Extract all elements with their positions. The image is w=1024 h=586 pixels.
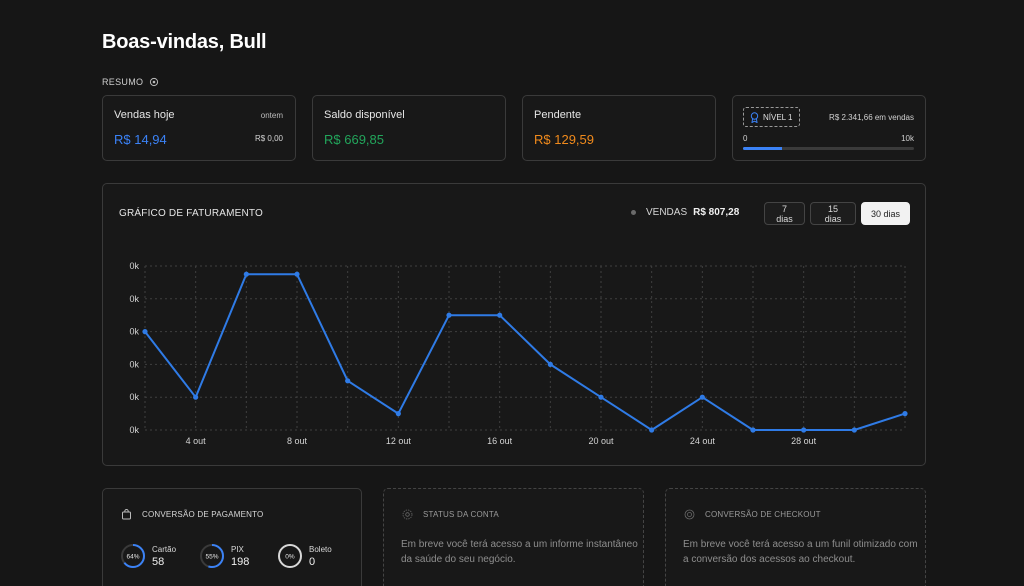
level-progress-fill [743,147,783,150]
pending-value: R$ 129,59 [534,132,594,147]
x-tick-label: 20 out [588,436,614,446]
checkout-conversion-card: CONVERSÃO DE CHECKOUT Em breve você terá… [665,488,926,586]
level-badge[interactable]: NÍVEL 1 [743,107,800,127]
summary-label: RESUMO [102,77,144,87]
balance-label: Saldo disponível [324,109,405,121]
sales-data-point [902,411,908,417]
boleto-conversion-ring: 0% [278,544,302,568]
checkout-conversion-text: Em breve você terá acesso a um funil oti… [683,539,918,565]
revenue-chart-card: 0k 0k 0k 0k 0k 0k 4 out 8 out 12 out 16 out 20 out… [102,183,926,466]
progress-max: 10k [901,134,914,143]
sales-data-point [649,427,655,433]
account-status-text: Em breve você terá acesso a um informe i… [401,539,638,565]
sales-data-point [142,329,148,335]
pix-conversion-label: PIX [231,544,244,554]
x-tick-label: 28 out [791,436,817,446]
sales-data-point [497,312,503,318]
shopping-bag-icon [121,509,132,520]
sales-data-point [193,394,199,400]
x-tick-label: 24 out [690,436,716,446]
card-conversion-ring: 64% [121,544,145,568]
balance-card: Saldo disponível R$ 669,85 [312,95,506,161]
sales-data-point [345,378,351,384]
y-tick-label: 0k [129,327,139,337]
card-conversion-value: 58 [152,555,165,568]
chart-title: GRÁFICO DE FATURAMENTO [119,208,264,219]
level-card: NÍVEL 1 R$ 2.341,66 em vendas 0 10k [732,95,926,161]
pending-label: Pendente [534,109,582,121]
sales-today-label: Vendas hoje [114,109,175,121]
checkout-conversion-header: CONVERSÃO DE CHECKOUT [684,509,821,520]
card-conversion-label: Cartão [152,544,177,554]
sales-data-point [294,271,300,277]
y-tick-label: 0k [129,425,139,435]
metric-card-payment: 64% Cartão 58 [120,543,176,569]
sales-data-point [851,427,857,433]
y-tick-label: 0k [129,392,139,402]
pending-card: Pendente R$ 129,59 [522,95,716,161]
sales-data-point [750,427,756,433]
level-label: NÍVEL 1 [763,112,793,122]
legend-label: VENDAS [646,207,688,218]
metric-boleto-payment: 0% Boleto 0 [277,543,332,569]
x-tick-label: 16 out [487,436,513,446]
sales-data-point [446,312,452,318]
level-progress-bar [743,147,914,150]
medal-icon [750,111,759,123]
pix-conversion-value: 198 [231,555,250,568]
sales-data-point [699,394,705,400]
y-tick-label: 0k [129,261,139,271]
x-tick-label: 4 out [186,436,207,446]
progress-min: 0 [743,134,748,143]
x-tick-label: 8 out [287,436,308,446]
level-sales-total: R$ 2.341,66 em vendas [829,113,914,122]
target-icon [684,509,695,520]
y-tick-label: 0k [129,359,139,369]
legend-amount: R$ 807,28 [693,207,740,218]
yesterday-value: R$ 0,00 [254,134,283,143]
sales-data-point [598,394,604,400]
summary-header: RESUMO [102,77,159,87]
eye-icon[interactable] [149,77,159,87]
sales-today-value: R$ 14,94 [114,132,167,147]
sales-series-line [144,273,906,431]
boleto-conversion-pct: 0% [285,554,295,561]
range-15-days-button[interactable]: 15 dias [810,202,856,225]
account-status-card: STATUS DA CONTA Em breve você terá acess… [383,488,644,586]
dashboard: Boas-vindas, Bull RESUMO Vendas hoje R$ … [102,0,926,586]
yesterday-label: ontem [260,111,283,120]
range-7-days-button[interactable]: 7 dias [764,202,805,225]
payment-conversion-card: CONVERSÃO DE PAGAMENTO 64% Cartão 58 55%… [102,488,362,586]
balance-value: R$ 669,85 [324,132,384,147]
pix-conversion-ring: 55% [200,544,224,568]
y-tick-label: 0k [129,294,139,304]
x-tick-label: 12 out [386,436,412,446]
sales-data-point [547,361,553,367]
page-title: Boas-vindas, Bull [102,31,267,53]
sales-data-point [243,271,249,277]
sales-data-point [395,411,401,417]
payment-conversion-header: CONVERSÃO DE PAGAMENTO [121,509,263,520]
sales-today-card: Vendas hoje R$ 14,94 ontem R$ 0,00 [102,95,296,161]
chart-legend: VENDAS R$ 807,28 [631,207,739,218]
payment-conversion-title: CONVERSÃO DE PAGAMENTO [142,510,264,519]
boleto-conversion-value: 0 [309,555,316,568]
account-status-title: STATUS DA CONTA [423,510,499,519]
gear-icon [402,509,413,520]
account-status-header: STATUS DA CONTA [402,509,499,520]
checkout-conversion-title: CONVERSÃO DE CHECKOUT [705,510,821,519]
revenue-chart: 0k 0k 0k 0k 0k 0k 4 out 8 out 12 out 16 out 20 out… [129,261,908,446]
metric-pix-payment: 55% PIX 198 [199,543,249,569]
range-30-days-button[interactable]: 30 dias [861,202,910,225]
pix-conversion-pct: 55% [205,554,218,561]
boleto-conversion-label: Boleto [309,544,332,554]
card-conversion-pct: 64% [126,554,139,561]
sales-data-point [801,427,807,433]
legend-dot [631,210,636,215]
